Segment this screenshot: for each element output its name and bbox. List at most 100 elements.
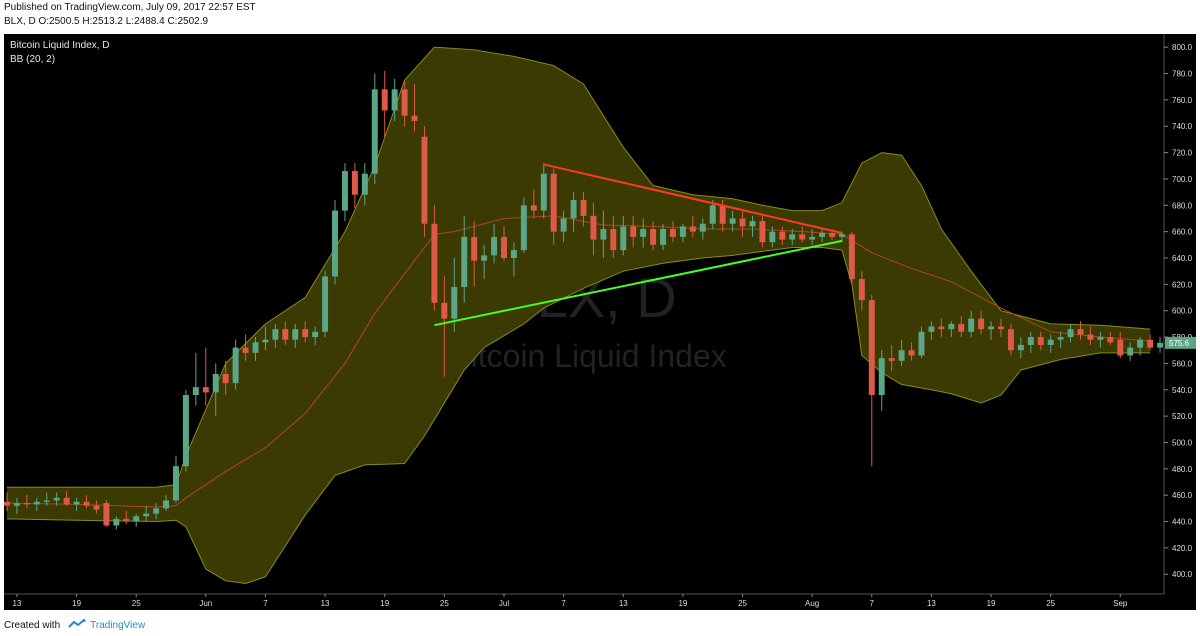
candle [312, 326, 319, 345]
candle-body [809, 236, 816, 240]
band-fill [7, 47, 1151, 584]
candle-body [610, 229, 617, 251]
candle-body [978, 318, 985, 330]
candle [938, 318, 945, 338]
candle [1107, 331, 1114, 345]
x-tick-label: 13 [619, 599, 628, 608]
candle-body [222, 373, 229, 384]
candle [302, 321, 309, 343]
candle-body [829, 232, 835, 237]
candle [988, 321, 995, 340]
candle-body [322, 276, 329, 332]
last-price-tag: 575.6 [1165, 336, 1196, 349]
candle-body [729, 218, 736, 224]
candle [451, 258, 458, 332]
y-tick-label: 400.0 [1172, 570, 1193, 579]
candle [143, 505, 150, 522]
candle-body [928, 326, 935, 332]
candle [133, 513, 140, 527]
candle-body [838, 234, 845, 237]
candle [272, 323, 279, 348]
candle [1037, 331, 1044, 351]
candle-body [401, 89, 408, 116]
candle-body [679, 226, 686, 237]
y-tick-label: 540.0 [1172, 386, 1193, 395]
candle-body [719, 205, 726, 224]
candle [252, 337, 259, 361]
candle-body [570, 200, 577, 219]
candle-body [103, 503, 110, 526]
candle [1087, 326, 1094, 345]
candle-body [391, 89, 398, 111]
candle [471, 221, 478, 287]
candle-body [381, 89, 388, 111]
candle [520, 197, 527, 253]
candle-body [1117, 339, 1124, 356]
legend-instrument: Bitcoin Liquid Index, D [10, 40, 110, 51]
trendlines[interactable] [434, 163, 843, 327]
candle [640, 218, 647, 248]
candle [322, 271, 329, 338]
candle [192, 352, 199, 406]
x-tick-label: 7 [561, 599, 566, 608]
candle [1147, 334, 1154, 351]
x-tick-label: 25 [1046, 599, 1055, 608]
candle [560, 210, 567, 243]
candle-body [341, 171, 348, 211]
x-tick-label: 25 [132, 599, 141, 608]
candle-body [1097, 337, 1104, 340]
candle-body [1057, 337, 1064, 340]
x-tick-label: 13 [321, 599, 330, 608]
support-trendline[interactable] [434, 239, 843, 327]
candle-body [351, 171, 358, 195]
candle-body [192, 387, 199, 396]
candle [948, 321, 955, 338]
candle-body [819, 232, 826, 237]
candle [580, 192, 587, 227]
candlestick-chart[interactable]: BLX, D Bitcoin Liquid Index 400.0420.044… [4, 34, 1196, 610]
candle-body [451, 286, 458, 319]
candle-body [689, 226, 696, 232]
x-tick-label: 19 [987, 599, 996, 608]
candle-body [63, 497, 70, 505]
candle [540, 163, 547, 219]
candle [4, 492, 10, 511]
x-tick-label: 7 [263, 599, 268, 608]
candle-body [709, 205, 716, 224]
resistance-trendline[interactable] [543, 163, 843, 234]
candle-body [153, 508, 160, 514]
candle [371, 73, 378, 185]
candle-body [1047, 339, 1054, 345]
candle [550, 168, 557, 245]
candle [878, 350, 885, 411]
candle-body [779, 231, 786, 240]
candle [978, 310, 985, 335]
candle [789, 229, 796, 245]
chart-panel[interactable]: BLX, D Bitcoin Liquid Index 400.0 420.0 44… [4, 34, 1196, 610]
candle-body [113, 518, 120, 526]
candle [83, 495, 90, 509]
candle-body [908, 350, 915, 356]
candle-body [491, 236, 498, 256]
candle-body [461, 236, 468, 287]
candle [1057, 331, 1064, 348]
y-tick-label: 780.0 [1172, 70, 1193, 79]
candle-body [143, 513, 150, 517]
x-tick-label: 25 [440, 599, 449, 608]
candle-body [550, 173, 557, 232]
y-tick-label: 460.0 [1172, 491, 1193, 500]
candle [1027, 331, 1034, 353]
candle [153, 503, 160, 519]
tradingview-brand-link[interactable]: TradingView [90, 619, 146, 631]
candle-body [998, 326, 1004, 330]
candle [779, 226, 786, 245]
y-tick-label: 720.0 [1172, 149, 1193, 158]
candle [660, 223, 667, 251]
y-tick-label: 560.0 [1172, 359, 1193, 368]
candle [63, 491, 70, 506]
candle [43, 492, 50, 506]
candle [262, 326, 269, 351]
y-tick-label: 500.0 [1172, 438, 1193, 447]
candle-body [501, 236, 507, 258]
candle [461, 215, 468, 303]
